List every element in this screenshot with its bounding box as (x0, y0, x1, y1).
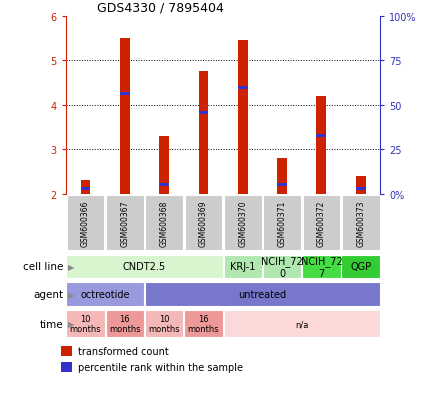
Bar (67, 195, 105, 251)
Text: GSM600366: GSM600366 (81, 200, 90, 246)
Bar (159, 136, 169, 194)
Bar (61, 362, 72, 372)
Bar (263, 255, 301, 279)
Text: NCIH_72
0: NCIH_72 0 (261, 256, 303, 278)
Bar (184, 195, 222, 251)
Bar (277, 184, 287, 187)
Bar (198, 112, 208, 115)
Text: GSM600371: GSM600371 (278, 200, 286, 246)
Text: n/a: n/a (295, 319, 309, 328)
Text: GDS4330 / 7895404: GDS4330 / 7895404 (97, 2, 224, 14)
Bar (238, 41, 248, 194)
Bar (224, 255, 262, 279)
Text: GSM600369: GSM600369 (199, 200, 208, 246)
Text: GSM600372: GSM600372 (317, 200, 326, 246)
Bar (263, 195, 301, 251)
Text: GSM600370: GSM600370 (238, 200, 247, 246)
Bar (198, 72, 208, 194)
Bar (145, 311, 184, 337)
Text: octreotide: octreotide (80, 290, 130, 299)
Bar (145, 195, 183, 251)
Text: cell line: cell line (23, 262, 64, 272)
Text: time: time (40, 319, 64, 329)
Text: untreated: untreated (238, 290, 286, 299)
Text: percentile rank within the sample: percentile rank within the sample (78, 362, 244, 372)
Bar (106, 195, 144, 251)
Bar (61, 347, 72, 356)
Bar (184, 311, 223, 337)
Text: CNDT2.5: CNDT2.5 (123, 262, 166, 272)
Bar (120, 39, 130, 194)
Bar (277, 159, 287, 194)
Bar (317, 96, 326, 194)
Text: KRJ-1: KRJ-1 (230, 262, 255, 272)
Bar (238, 87, 248, 90)
Bar (66, 255, 223, 279)
Bar (145, 282, 380, 306)
Bar (303, 195, 340, 251)
Bar (81, 181, 91, 194)
Text: 10
months: 10 months (70, 314, 101, 333)
Bar (342, 195, 380, 251)
Bar (66, 282, 144, 306)
Text: transformed count: transformed count (78, 347, 169, 356)
Text: ▶: ▶ (68, 290, 74, 299)
Bar (159, 184, 169, 187)
Bar (224, 195, 262, 251)
Text: GSM600373: GSM600373 (356, 200, 365, 246)
Bar (120, 93, 130, 96)
Text: QGP: QGP (350, 262, 371, 272)
Bar (105, 311, 144, 337)
Text: ▶: ▶ (68, 319, 74, 328)
Bar (317, 135, 326, 138)
Text: GSM600368: GSM600368 (160, 200, 169, 246)
Text: NCIH_72
7: NCIH_72 7 (300, 256, 342, 278)
Text: 16
months: 16 months (188, 314, 219, 333)
Bar (356, 176, 366, 194)
Bar (356, 188, 366, 190)
Text: agent: agent (34, 290, 64, 299)
Bar (302, 255, 341, 279)
Bar (66, 311, 105, 337)
Text: ▶: ▶ (68, 262, 74, 271)
Text: GSM600367: GSM600367 (120, 200, 129, 246)
Text: 10
months: 10 months (148, 314, 180, 333)
Bar (341, 255, 380, 279)
Bar (81, 188, 91, 190)
Bar (224, 311, 380, 337)
Text: 16
months: 16 months (109, 314, 141, 333)
